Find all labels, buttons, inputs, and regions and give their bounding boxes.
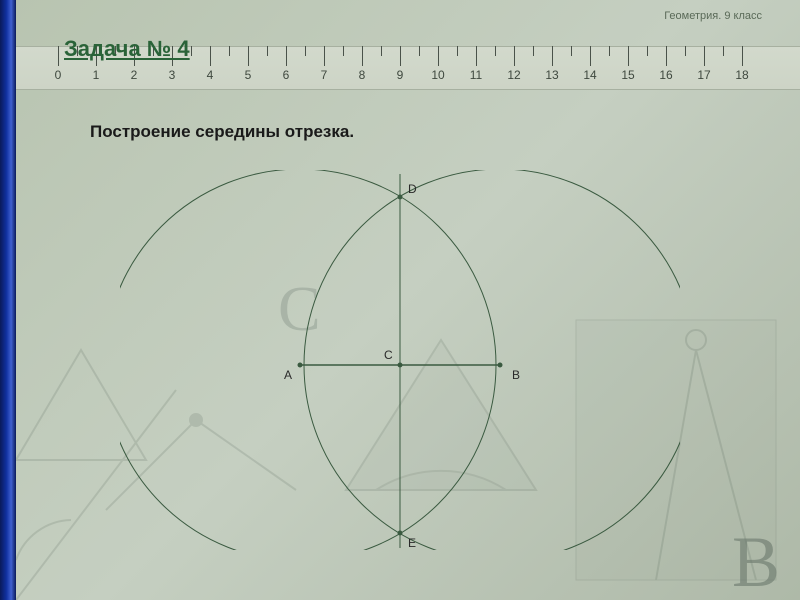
svg-text:B: B xyxy=(512,368,520,382)
ruler-tick-major xyxy=(514,46,515,66)
ruler-number: 11 xyxy=(470,68,482,82)
ruler-tick-major xyxy=(248,46,249,66)
ruler-tick-minor xyxy=(571,46,572,56)
bg-letter-b: В xyxy=(732,521,780,604)
ruler-number: 10 xyxy=(431,68,444,82)
ruler-number: 3 xyxy=(169,68,176,82)
ruler-number: 13 xyxy=(545,68,558,82)
ruler-tick-major xyxy=(400,46,401,66)
ruler-tick-minor xyxy=(723,46,724,56)
ruler-tick-minor xyxy=(229,46,230,56)
ruler-number: 8 xyxy=(359,68,366,82)
ruler-tick-minor xyxy=(647,46,648,56)
ruler-tick-minor xyxy=(191,46,192,56)
ruler-tick-minor xyxy=(495,46,496,56)
ruler-number: 6 xyxy=(283,68,290,82)
ruler-tick-minor xyxy=(457,46,458,56)
slide: Геометрия. 9 класс 012345678910111213141… xyxy=(0,0,800,600)
ruler-tick-minor xyxy=(533,46,534,56)
left-accent-bar xyxy=(0,0,16,600)
ruler-number: 0 xyxy=(55,68,62,82)
ruler-number: 9 xyxy=(397,68,404,82)
ruler-tick-major xyxy=(476,46,477,66)
ruler-tick-minor xyxy=(381,46,382,56)
ruler-tick-major xyxy=(438,46,439,66)
ruler-tick-major xyxy=(552,46,553,66)
ruler-tick-major xyxy=(324,46,325,66)
svg-text:A: A xyxy=(284,368,292,382)
ruler-tick-major xyxy=(362,46,363,66)
problem-title: Задача № 4 xyxy=(64,36,190,62)
ruler-tick-major xyxy=(286,46,287,66)
ruler-number: 18 xyxy=(735,68,748,82)
course-label: Геометрия. 9 класс xyxy=(664,10,762,22)
svg-text:D: D xyxy=(408,182,417,196)
ruler-tick-major xyxy=(628,46,629,66)
ruler-tick-major xyxy=(666,46,667,66)
ruler-tick-minor xyxy=(685,46,686,56)
ruler-tick-major xyxy=(704,46,705,66)
ruler-number: 15 xyxy=(621,68,634,82)
ruler-number: 14 xyxy=(583,68,596,82)
ruler-number: 7 xyxy=(321,68,328,82)
ruler-tick-major xyxy=(58,46,59,66)
ruler-tick-major xyxy=(742,46,743,66)
ruler-tick-major xyxy=(590,46,591,66)
ruler-tick-minor xyxy=(267,46,268,56)
ruler-number: 16 xyxy=(659,68,672,82)
ruler-tick-minor xyxy=(305,46,306,56)
ruler-number: 12 xyxy=(507,68,520,82)
ruler-tick-minor xyxy=(343,46,344,56)
ruler-tick-minor xyxy=(419,46,420,56)
svg-text:C: C xyxy=(384,348,393,362)
ruler-number: 17 xyxy=(697,68,710,82)
ruler-tick-minor xyxy=(609,46,610,56)
ruler-number: 2 xyxy=(131,68,138,82)
ruler-number: 4 xyxy=(207,68,214,82)
construction-diagram: A B C D E xyxy=(120,170,680,550)
svg-text:E: E xyxy=(408,536,416,550)
ruler-tick-major xyxy=(210,46,211,66)
ruler-number: 1 xyxy=(93,68,100,82)
ruler-number: 5 xyxy=(245,68,252,82)
